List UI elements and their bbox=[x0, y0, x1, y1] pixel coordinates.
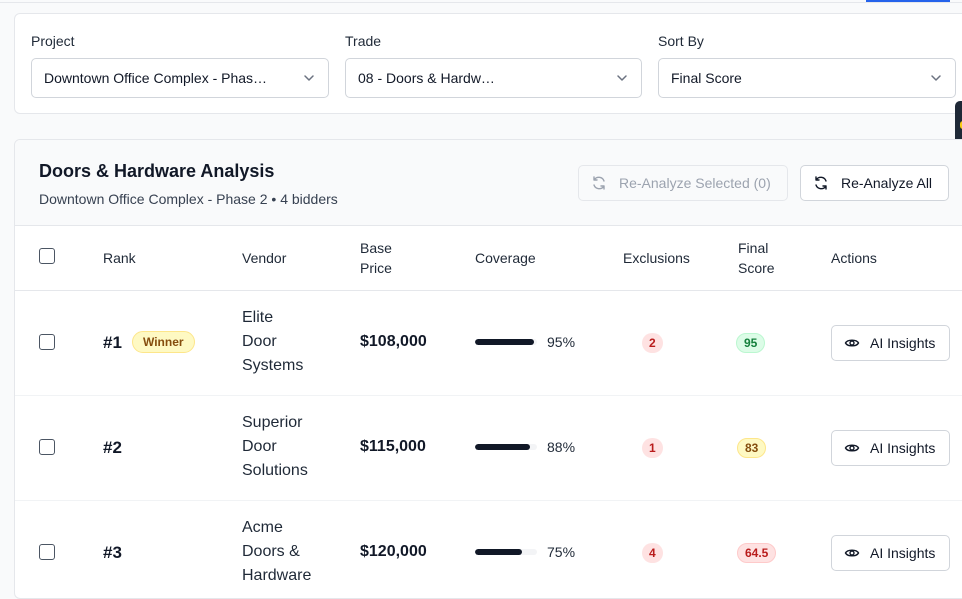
reanalyze-all-label: Re-Analyze All bbox=[841, 175, 933, 191]
reanalyze-all-button[interactable]: Re-Analyze All bbox=[800, 165, 949, 201]
base-price-header-line1: Base bbox=[360, 240, 392, 256]
exclusions-count-badge: 4 bbox=[642, 543, 663, 563]
trade-select-value: 08 - Doors & Hardw… bbox=[358, 70, 495, 86]
sort-select-value: Final Score bbox=[671, 70, 742, 86]
coverage-percent: 95% bbox=[547, 334, 576, 350]
ai-insights-label: AI Insights bbox=[870, 545, 936, 561]
trade-select[interactable]: 08 - Doors & Hardw… bbox=[345, 58, 642, 98]
coverage-bar-fill bbox=[475, 549, 522, 555]
sort-label: Sort By bbox=[658, 33, 704, 49]
eye-icon bbox=[844, 339, 860, 347]
final-score-header-line2: Score bbox=[738, 260, 775, 276]
exclusions-column-header[interactable]: Exclusions bbox=[623, 250, 690, 266]
project-select-value: Downtown Office Complex - Phas… bbox=[44, 70, 268, 86]
winner-badge: Winner bbox=[132, 331, 195, 353]
base-price-header-line2: Price bbox=[360, 260, 392, 276]
vendor-name[interactable]: Superior Door Solutions bbox=[242, 411, 342, 483]
analysis-subtitle: Downtown Office Complex - Phase 2 • 4 bi… bbox=[39, 191, 338, 207]
coverage-percent: 88% bbox=[547, 439, 576, 455]
eye-icon bbox=[844, 444, 860, 452]
vendor-name-line: Hardware bbox=[242, 567, 312, 584]
project-label: Project bbox=[31, 33, 75, 49]
vendor-name-line: Door bbox=[242, 333, 277, 350]
exclusions-count-badge: 2 bbox=[642, 333, 663, 353]
actions-column-header: Actions bbox=[831, 250, 877, 266]
final-score-column-header[interactable]: Final Score bbox=[738, 238, 775, 278]
base-price-value: $115,000 bbox=[360, 438, 426, 455]
base-price-column-header[interactable]: Base Price bbox=[360, 238, 392, 278]
base-price-value: $108,000 bbox=[360, 333, 427, 350]
active-tab-indicator bbox=[866, 0, 950, 2]
top-nav-strip bbox=[0, 0, 962, 3]
chevron-down-icon bbox=[615, 71, 629, 85]
ai-insights-label: AI Insights bbox=[870, 440, 936, 456]
table-header: Rank Vendor Base Price Coverage Exclusio… bbox=[15, 226, 962, 291]
row-checkbox[interactable] bbox=[39, 334, 55, 350]
rank-value: #1 bbox=[103, 333, 122, 352]
vendor-name-line: Doors & bbox=[242, 543, 300, 560]
vendor-name-line: Systems bbox=[242, 357, 304, 374]
coverage-bar bbox=[475, 444, 537, 450]
ai-insights-button[interactable]: AI Insights bbox=[831, 430, 950, 466]
vendor-name-line: Acme bbox=[242, 519, 283, 536]
filter-panel: Project Downtown Office Complex - Phas… … bbox=[14, 13, 962, 114]
ai-insights-label: AI Insights bbox=[870, 335, 936, 351]
vendor-column-header[interactable]: Vendor bbox=[242, 250, 287, 266]
table-row: #3 Acme Doors & Hardware $120,000 75% 4 … bbox=[15, 501, 962, 598]
row-checkbox[interactable] bbox=[39, 439, 55, 455]
ai-insights-button[interactable]: AI Insights bbox=[831, 325, 950, 361]
final-score-badge: 95 bbox=[736, 333, 766, 353]
rank-value: #3 bbox=[103, 543, 122, 562]
analysis-title: Doors & Hardware Analysis bbox=[39, 161, 275, 181]
chevron-down-icon bbox=[302, 71, 316, 85]
vendor-name-line: Superior bbox=[242, 414, 303, 431]
final-score-header-line1: Final bbox=[738, 240, 769, 256]
vendor-name[interactable]: Elite Door Systems bbox=[242, 306, 342, 378]
coverage-percent: 75% bbox=[547, 544, 576, 560]
table-row: #2 Superior Door Solutions $115,000 88% … bbox=[15, 396, 962, 501]
rank-value: #2 bbox=[103, 438, 122, 457]
coverage-column-header[interactable]: Coverage bbox=[475, 250, 536, 266]
analysis-card: Doors & Hardware Analysis Downtown Offic… bbox=[14, 139, 962, 599]
reanalyze-selected-label: Re-Analyze Selected (0) bbox=[619, 175, 771, 191]
vendor-name-line: Door bbox=[242, 438, 277, 455]
trade-label: Trade bbox=[345, 33, 382, 49]
final-score-badge: 83 bbox=[737, 438, 767, 458]
sort-select[interactable]: Final Score bbox=[658, 58, 956, 98]
ai-insights-button[interactable]: AI Insights bbox=[831, 535, 950, 571]
reanalyze-selected-button[interactable]: Re-Analyze Selected (0) bbox=[578, 165, 788, 201]
coverage-bar bbox=[475, 339, 537, 345]
base-price-value: $120,000 bbox=[360, 543, 427, 560]
project-select[interactable]: Downtown Office Complex - Phas… bbox=[31, 58, 329, 98]
side-panel-handle[interactable] bbox=[955, 101, 962, 150]
coverage-bar bbox=[475, 549, 537, 555]
rank-column-header[interactable]: Rank bbox=[103, 250, 136, 266]
vendor-name-line: Solutions bbox=[242, 462, 308, 479]
vendor-name[interactable]: Acme Doors & Hardware bbox=[242, 516, 342, 588]
chevron-down-icon bbox=[929, 71, 943, 85]
row-checkbox[interactable] bbox=[39, 544, 55, 560]
coverage-bar-fill bbox=[475, 339, 534, 345]
vendor-name-line: Elite bbox=[242, 309, 274, 326]
final-score-badge: 64.5 bbox=[737, 543, 777, 563]
analysis-header: Doors & Hardware Analysis Downtown Offic… bbox=[15, 140, 962, 226]
refresh-icon bbox=[593, 176, 605, 190]
eye-icon bbox=[844, 549, 860, 557]
select-all-checkbox[interactable] bbox=[39, 248, 55, 264]
table-row: #1 Winner Elite Door Systems $108,000 95… bbox=[15, 291, 962, 396]
refresh-icon bbox=[815, 176, 827, 190]
exclusions-count-badge: 1 bbox=[642, 438, 663, 458]
coverage-bar-fill bbox=[475, 444, 530, 450]
